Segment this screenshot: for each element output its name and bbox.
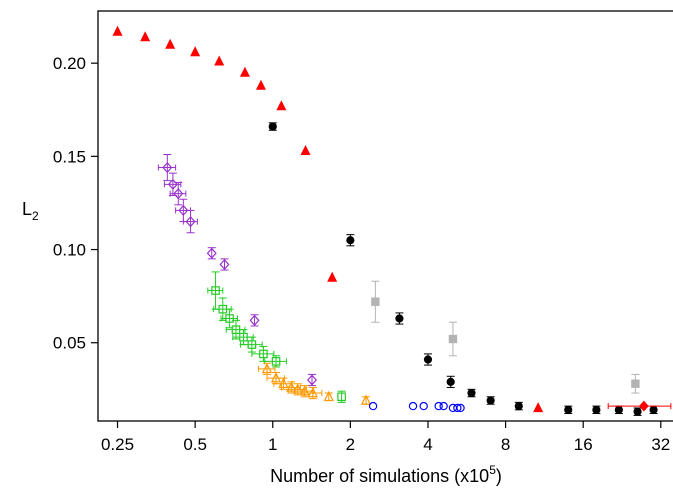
triangle-marker — [360, 394, 372, 405]
x-tick-label: 0.5 — [183, 435, 207, 454]
circle-marker — [649, 405, 658, 414]
triangle-marker — [239, 66, 250, 77]
circle-marker — [346, 236, 355, 245]
x-axis: 0.25 0.5 1 2 4 8 16 32 — [101, 421, 670, 454]
diamond-marker — [206, 247, 217, 259]
square-marker — [371, 297, 380, 306]
circle-marker — [486, 396, 495, 405]
triangle-marker — [140, 31, 151, 42]
circle-marker — [419, 401, 428, 411]
y-axis: 0.05 0.10 0.15 0.20 — [53, 54, 98, 353]
x-axis-title-main: Number of simulations (x10 — [270, 466, 489, 486]
triangle-marker — [292, 383, 303, 394]
triangle-marker — [165, 38, 176, 49]
series-triangle-open — [257, 362, 372, 405]
circle-marker — [395, 314, 404, 323]
series-triangle-filled — [112, 25, 544, 413]
series-square-filled — [371, 280, 640, 394]
data-marks — [112, 25, 672, 416]
triangle-marker — [307, 387, 318, 398]
circle-marker — [456, 403, 465, 413]
diamond-marker — [249, 314, 260, 326]
x-axis-title-tail: ) — [496, 466, 502, 486]
triangle-marker — [255, 79, 266, 90]
y-tick-label: 0.15 — [53, 147, 86, 166]
x-tick-label: 8 — [501, 435, 510, 454]
series-square-open — [207, 271, 346, 403]
triangle-marker — [327, 271, 338, 282]
diamond-marker — [185, 215, 196, 228]
x-tick-label: 1 — [268, 435, 277, 454]
series-circle-filled — [268, 122, 658, 416]
x-axis-title-superscript: 5 — [489, 463, 496, 477]
circle-marker — [514, 401, 523, 411]
square-marker — [337, 392, 346, 402]
triangle-marker — [276, 100, 287, 111]
triangle-marker — [533, 402, 544, 413]
triangle-marker — [323, 390, 334, 402]
circle-marker — [434, 401, 443, 411]
square-marker — [211, 286, 220, 295]
triangle-marker — [286, 381, 297, 392]
circle-marker — [408, 401, 418, 411]
circle-marker — [467, 388, 476, 398]
y-tick-label: 0.05 — [53, 334, 86, 353]
square-marker — [259, 349, 268, 359]
circle-marker — [564, 405, 573, 414]
series-diamond-filled — [607, 400, 672, 412]
square-marker — [225, 314, 234, 323]
circle-marker — [614, 405, 623, 414]
x-tick-label: 4 — [423, 435, 432, 454]
square-marker — [247, 340, 257, 349]
diamond-marker — [307, 374, 318, 386]
circle-marker — [368, 401, 378, 411]
diamond-marker — [162, 161, 173, 174]
triangle-marker — [190, 46, 201, 57]
diamond-marker — [173, 188, 184, 200]
y-axis-title: L2 — [22, 199, 39, 223]
circle-marker — [268, 122, 277, 131]
triangle-marker — [300, 144, 311, 155]
square-marker — [448, 334, 458, 344]
square-marker — [271, 357, 281, 366]
y-tick-label: 0.20 — [53, 54, 86, 73]
plot-frame — [97, 10, 673, 422]
diamond-marker — [178, 204, 189, 217]
triangle-marker — [270, 372, 282, 383]
triangle-marker — [214, 55, 225, 66]
triangle-marker — [261, 362, 273, 374]
diamond-marker — [638, 400, 649, 412]
square-marker — [239, 332, 248, 342]
x-tick-label: 0.25 — [101, 435, 134, 454]
square-marker — [631, 379, 640, 388]
x-tick-label: 2 — [346, 435, 355, 454]
y-axis-title-main: L — [22, 199, 32, 219]
circle-marker — [446, 377, 455, 386]
x-axis-title: Number of simulations (x105) — [270, 463, 502, 486]
circle-marker — [439, 401, 448, 411]
y-axis-title-subscript: 2 — [32, 209, 39, 223]
series-circle-open — [368, 401, 465, 413]
circle-marker — [453, 403, 462, 413]
circle-marker — [633, 407, 642, 416]
series-diamond-open — [157, 154, 318, 387]
y-tick-label: 0.10 — [53, 241, 86, 260]
circle-marker — [592, 405, 601, 414]
circle-marker — [423, 355, 433, 364]
diamond-marker — [219, 258, 230, 271]
triangle-marker — [112, 25, 123, 36]
x-tick-label: 32 — [651, 435, 670, 454]
x-tick-label: 16 — [574, 435, 593, 454]
